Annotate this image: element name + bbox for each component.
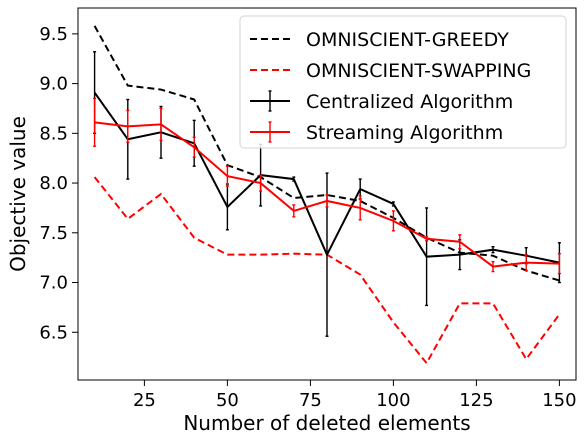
x-tick-label: 150 — [542, 390, 576, 411]
x-tick-label: 75 — [299, 390, 322, 411]
x-tick-label: 125 — [459, 390, 493, 411]
legend: OMNISCIENT-GREEDY OMNISCIENT-SWAPPING Cent… — [239, 15, 567, 149]
legend-item: OMNISCIENT-SWAPPING — [250, 60, 531, 82]
legend-label: Streaming Algorithm — [306, 122, 503, 144]
x-tick-label: 100 — [376, 390, 410, 411]
y-tick-label: 8.5 — [39, 123, 68, 144]
legend-box — [239, 15, 567, 149]
legend-item: Streaming Algorithm — [250, 121, 503, 144]
legend-item: OMNISCIENT-GREEDY — [250, 29, 509, 51]
legend-label: Centralized Algorithm — [306, 91, 513, 113]
x-axis-label: Number of deleted elements — [183, 411, 470, 435]
x-tick-label: 25 — [133, 390, 156, 411]
y-tick-label: 7.0 — [39, 273, 68, 294]
y-axis: 6.5 7.0 7.5 8.0 8.5 9.0 9.5 — [39, 24, 78, 343]
legend-item: Centralized Algorithm — [250, 90, 513, 113]
y-tick-label: 9.0 — [39, 74, 68, 95]
plot-frame — [77, 7, 577, 381]
y-tick-label: 7.5 — [39, 223, 68, 244]
y-tick-label: 6.5 — [39, 322, 68, 343]
y-tick-label: 9.5 — [39, 24, 68, 45]
legend-label: OMNISCIENT-SWAPPING — [306, 60, 531, 82]
y-axis-label: Objective value — [6, 116, 30, 272]
series-3 — [93, 97, 561, 275]
y-tick-label: 8.0 — [39, 173, 68, 194]
x-tick-label: 50 — [216, 390, 239, 411]
series-line — [93, 25, 560, 282]
legend-label: OMNISCIENT-GREEDY — [306, 29, 509, 51]
series-0 — [93, 25, 560, 282]
x-axis: 25 50 75 100 125 150 — [133, 380, 577, 411]
